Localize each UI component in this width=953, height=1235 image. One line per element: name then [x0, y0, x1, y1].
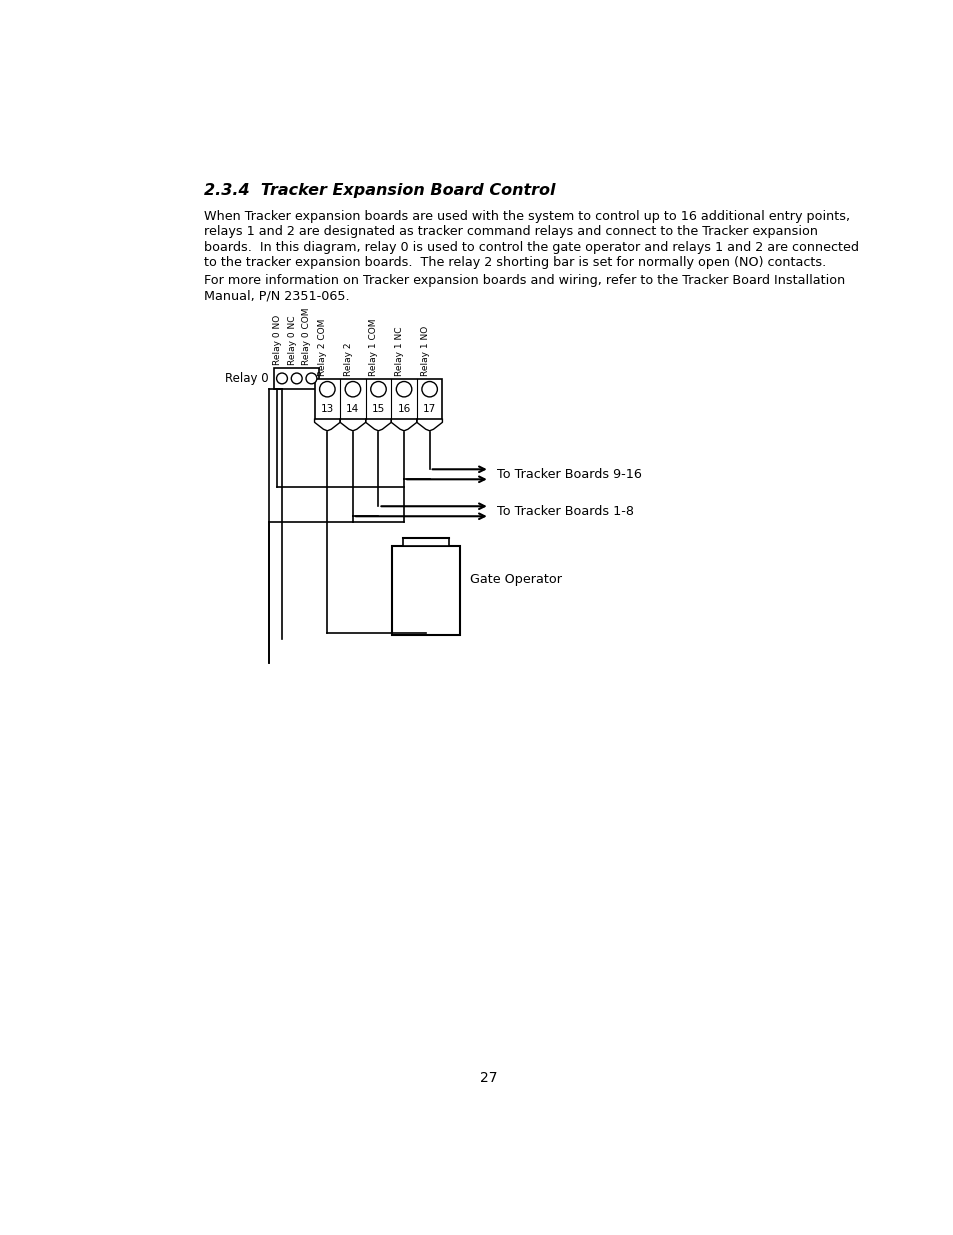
Circle shape: [306, 373, 316, 384]
Circle shape: [421, 382, 436, 396]
Bar: [392, 546, 459, 635]
Text: When Tracker expansion boards are used with the system to control up to 16 addit: When Tracker expansion boards are used w…: [204, 210, 850, 222]
Text: To Tracker Boards 9-16: To Tracker Boards 9-16: [497, 468, 641, 480]
Circle shape: [395, 382, 412, 396]
Bar: [314, 379, 442, 419]
Text: 13: 13: [320, 404, 334, 414]
Circle shape: [291, 373, 302, 384]
Text: 17: 17: [422, 404, 436, 414]
Text: 15: 15: [372, 404, 385, 414]
Text: Relay 2 COM: Relay 2 COM: [318, 319, 327, 377]
Text: Manual, P/N 2351-065.: Manual, P/N 2351-065.: [204, 290, 350, 303]
Circle shape: [276, 373, 287, 384]
Text: Relay 0: Relay 0: [225, 372, 269, 385]
Text: Gate Operator: Gate Operator: [469, 573, 561, 585]
Text: boards.  In this diagram, relay 0 is used to control the gate operator and relay: boards. In this diagram, relay 0 is used…: [204, 241, 859, 253]
Text: 16: 16: [397, 404, 410, 414]
Circle shape: [345, 382, 360, 396]
Text: 27: 27: [479, 1071, 497, 1084]
Text: Relay 2: Relay 2: [343, 342, 353, 377]
Text: 2.3.4  Tracker Expansion Board Control: 2.3.4 Tracker Expansion Board Control: [204, 183, 556, 198]
Bar: [274, 368, 319, 389]
Text: 14: 14: [346, 404, 359, 414]
Text: Relay 1 NO: Relay 1 NO: [420, 326, 429, 377]
Text: To Tracker Boards 1-8: To Tracker Boards 1-8: [497, 505, 634, 517]
Text: Relay 0 NO: Relay 0 NO: [273, 315, 282, 364]
Text: Relay 1 COM: Relay 1 COM: [369, 319, 378, 377]
Text: to the tracker expansion boards.  The relay 2 shorting bar is set for normally o: to the tracker expansion boards. The rel…: [204, 256, 826, 269]
Circle shape: [319, 382, 335, 396]
Text: Relay 0 NC: Relay 0 NC: [288, 315, 296, 364]
Circle shape: [371, 382, 386, 396]
Text: Relay 0 COM: Relay 0 COM: [302, 308, 311, 364]
Text: relays 1 and 2 are designated as tracker command relays and connect to the Track: relays 1 and 2 are designated as tracker…: [204, 225, 818, 238]
Text: For more information on Tracker expansion boards and wiring, refer to the Tracke: For more information on Tracker expansio…: [204, 274, 845, 288]
Bar: [402, 537, 449, 546]
Text: Relay 1 NC: Relay 1 NC: [395, 326, 404, 377]
